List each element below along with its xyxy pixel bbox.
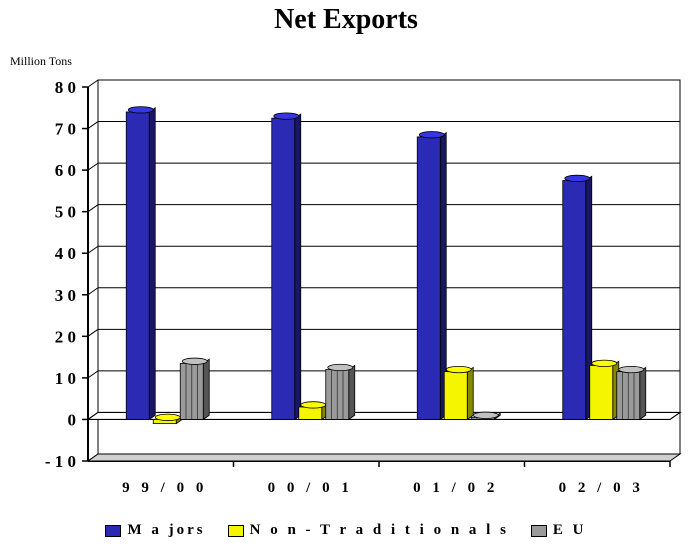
bar-top: [618, 365, 645, 374]
bar-0-0: [125, 111, 150, 420]
bars: [125, 106, 647, 425]
bar-top: [445, 365, 472, 374]
y-tick-label: 3 0: [55, 286, 76, 305]
grid-line-side: [87, 121, 99, 129]
bar-2-1: [443, 371, 468, 420]
y-tick-labels: - 1 0 0 1 0 2 0 3 0 4 0 5 0 6 0 7 0 8 0: [45, 78, 76, 471]
grid-line-side: [87, 287, 99, 296]
y-tick-label: - 1 0: [45, 452, 76, 471]
legend-swatch-majors: [105, 524, 122, 537]
legend: M a jors N o n - T r a d i t i o n a l s…: [0, 522, 692, 539]
bar-top: [591, 359, 618, 367]
legend-item-majors: M a jors: [105, 522, 205, 539]
axes: [82, 86, 682, 467]
grid-line-side: [87, 245, 99, 254]
bar-side: [466, 366, 474, 421]
x-category-label: 9 9 / 0 0: [122, 480, 207, 496]
x-category-label: 0 0 / 0 1: [268, 480, 353, 496]
legend-label-eu: E U: [552, 522, 587, 538]
bar-chart: - 1 0 0 1 0 2 0 3 0 4 0 5 0 6 0 7 0 8 0 9 9 / 0 0…: [45, 78, 682, 496]
bar-top: [154, 413, 181, 421]
bar-top: [472, 411, 499, 419]
bar-1-1: [298, 406, 323, 420]
bar-side: [202, 358, 210, 421]
bottom-floor: [86, 453, 682, 462]
x-category-label: 0 1 / 0 2: [413, 480, 498, 496]
bar-1-0: [271, 117, 296, 420]
grid-line-side: [87, 204, 99, 213]
bar-top: [564, 174, 591, 182]
y-tick-label: 0: [68, 410, 77, 429]
y-axis-unit-label: Million Tons: [10, 54, 72, 68]
bar-top: [273, 112, 300, 120]
bar-top: [181, 357, 208, 365]
bar-side: [148, 106, 156, 421]
x-category-label: 0 2 / 0 3: [559, 480, 644, 496]
legend-item-eu: E U: [530, 522, 587, 539]
bar-side: [294, 113, 302, 421]
legend-swatch-non-traditionals: [227, 524, 244, 537]
chart-title: Net Exports: [274, 4, 418, 35]
grid-line-side: [87, 79, 99, 88]
grid-line-side: [87, 162, 99, 171]
y-tick-label: 2 0: [55, 327, 76, 346]
x-category-labels: 9 9 / 0 0 0 0 / 0 1 0 1 / 0 2 0 2 / 0 3: [122, 480, 644, 496]
y-tick-label: 1 0: [55, 369, 76, 388]
legend-swatch-eu: [530, 524, 547, 537]
bar-side: [639, 366, 647, 421]
bar-2-0: [416, 136, 441, 420]
bar-side: [348, 364, 356, 421]
legend-label-non-traditionals: N o n - T r a d i t i o n a l s: [249, 522, 509, 538]
bar-top: [127, 106, 154, 114]
y-tick-label: 4 0: [55, 244, 76, 263]
legend-label-majors: M a jors: [127, 522, 206, 538]
y-tick-label: 7 0: [55, 120, 76, 139]
y-tick-label: 8 0: [55, 78, 76, 97]
grid-line-side: [87, 370, 99, 379]
bar-top: [300, 401, 327, 409]
y-tick-label: 5 0: [55, 203, 76, 222]
grid-line-side: [87, 328, 99, 337]
bar-top: [327, 363, 354, 372]
bar-3-0: [562, 180, 587, 420]
bar-3-1: [589, 365, 614, 420]
bar-top: [418, 131, 445, 139]
legend-item-non-traditionals: N o n - T r a d i t i o n a l s: [227, 522, 509, 539]
y-tick-label: 6 0: [55, 161, 76, 180]
